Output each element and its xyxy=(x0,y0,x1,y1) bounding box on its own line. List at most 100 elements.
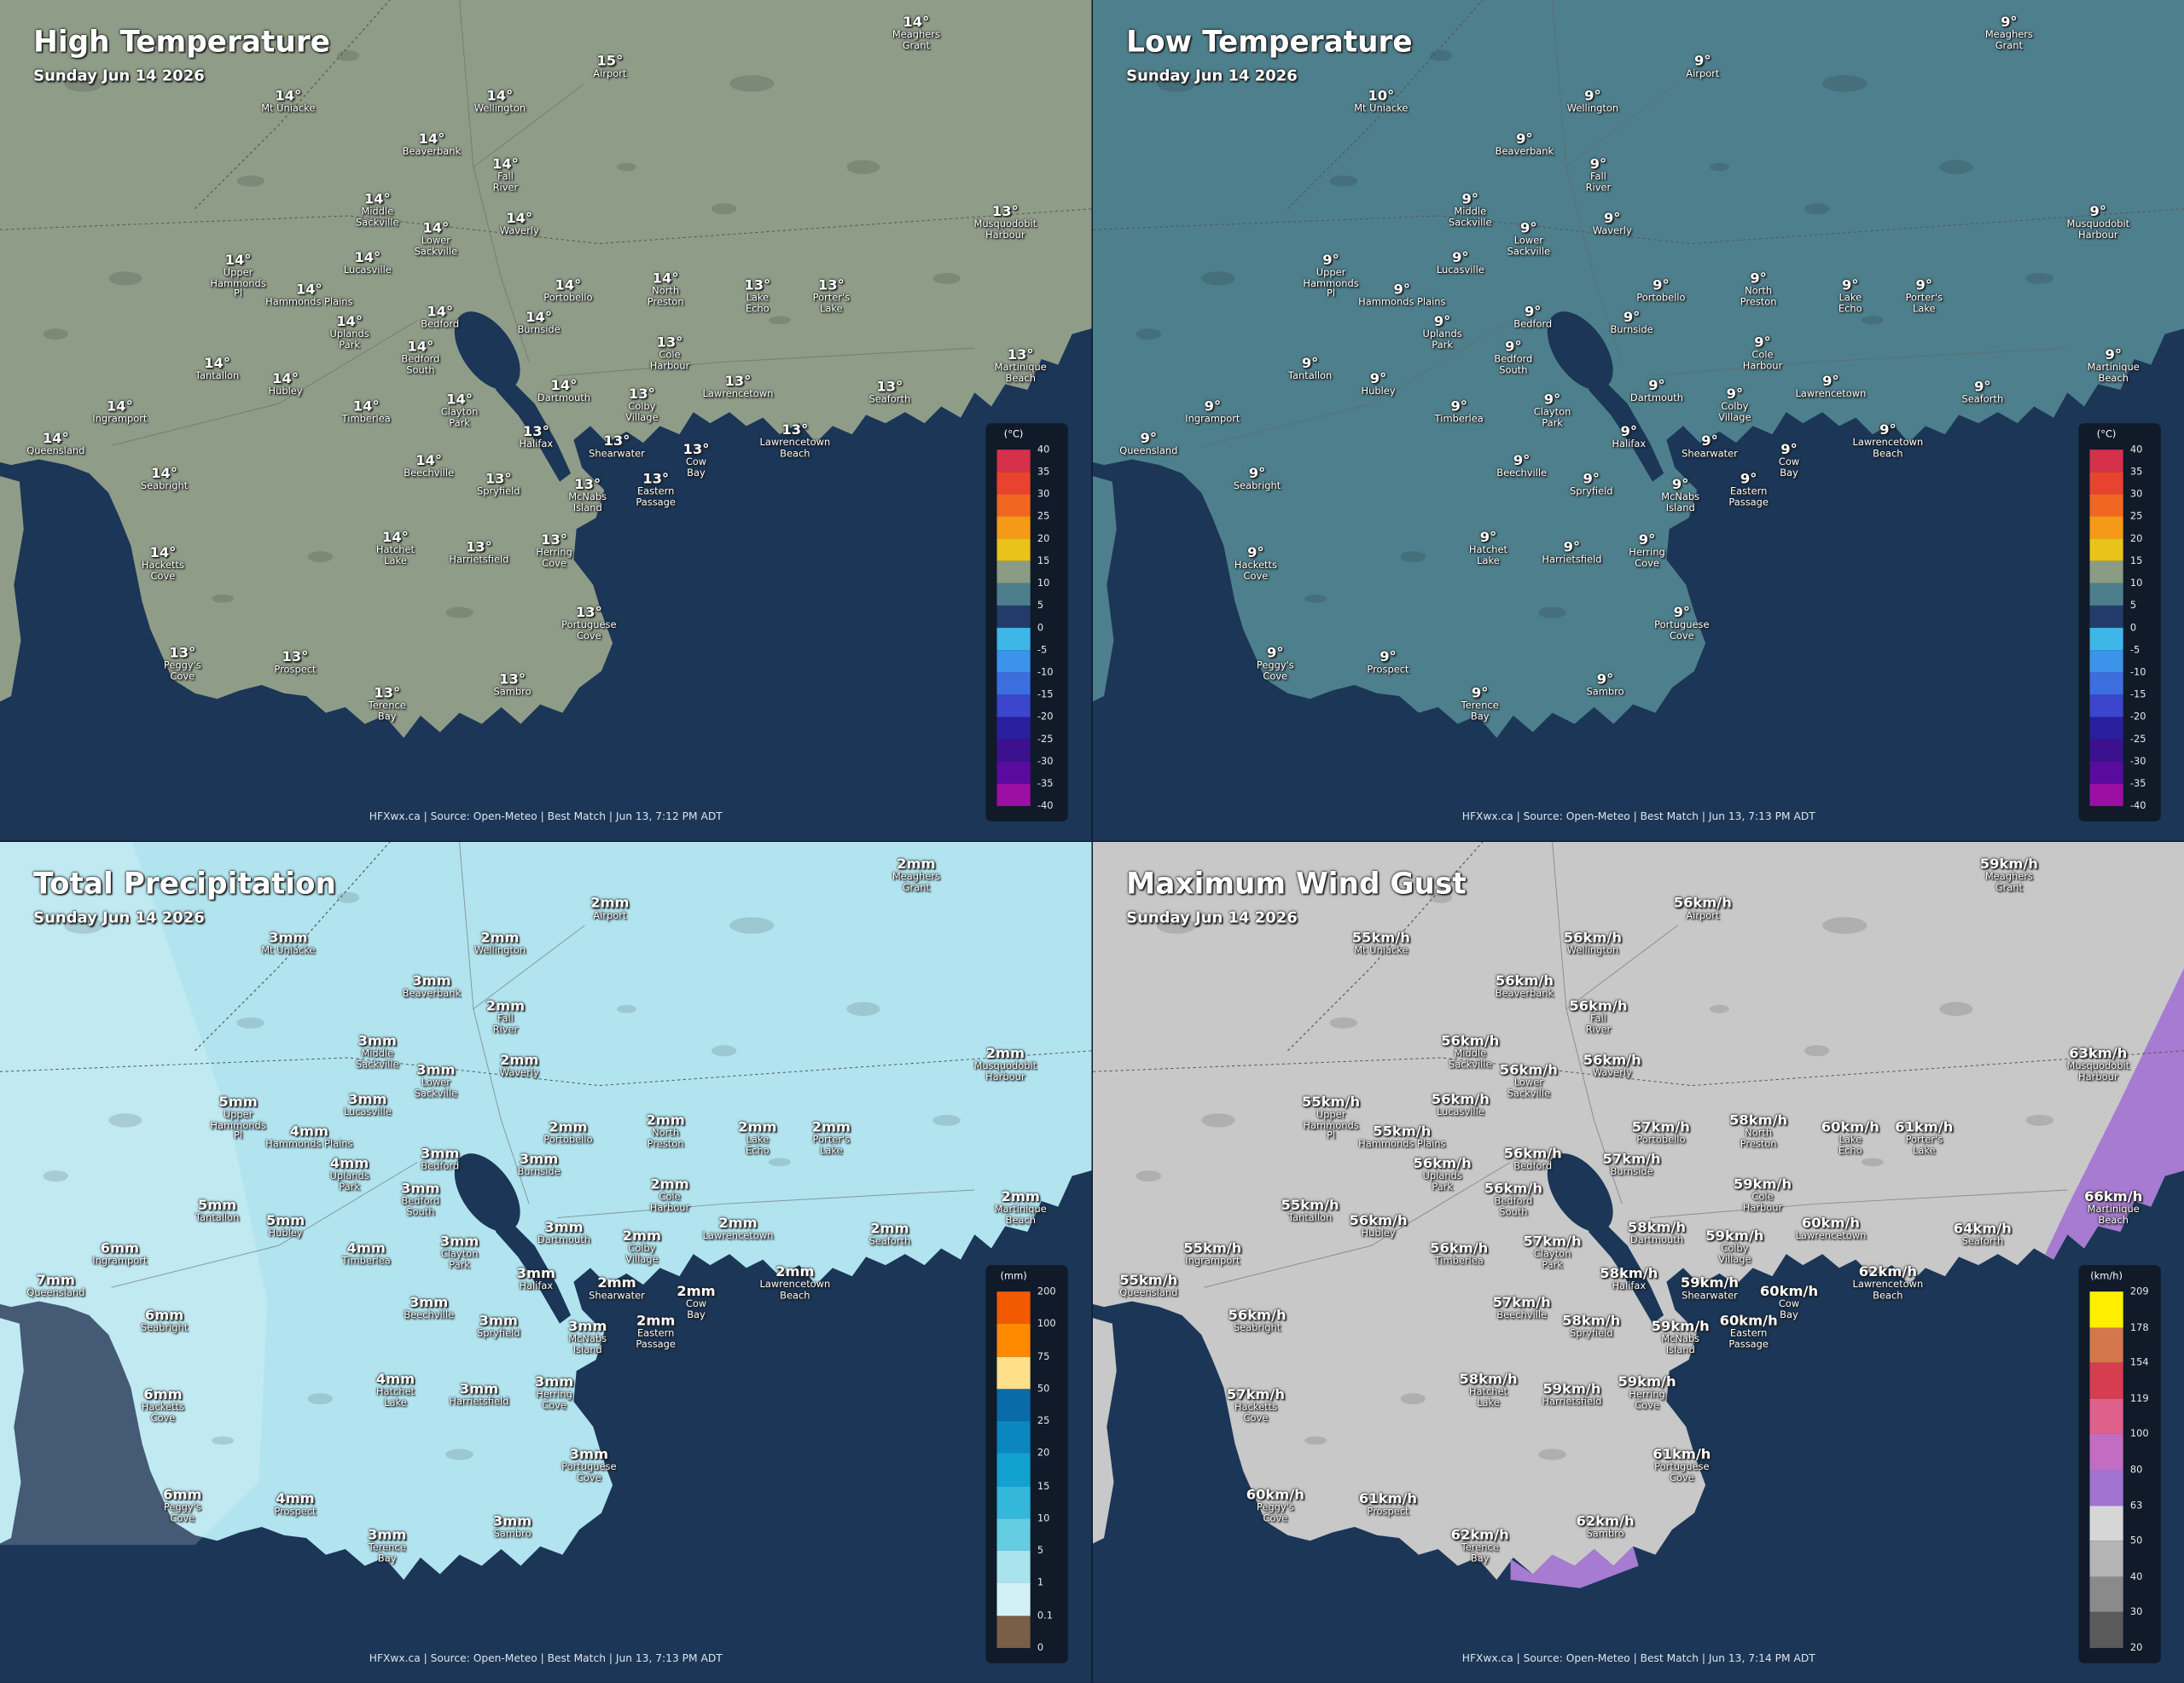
lake xyxy=(1329,175,1358,187)
place-name: Porter's Lake xyxy=(812,292,851,315)
lake xyxy=(108,271,142,286)
map-subtitle: Sunday Jun 14 2026 xyxy=(1126,908,1298,927)
place-value: 14° xyxy=(506,212,533,228)
place-name: Bedford xyxy=(421,318,460,330)
place-value: 2mm xyxy=(1001,1190,1040,1205)
place-value: 2mm xyxy=(897,856,936,873)
legend-band xyxy=(996,761,1031,784)
place-value: 56km/h xyxy=(1431,1092,1490,1108)
boundary xyxy=(0,208,1092,245)
place-label: 56km/h Uplands Park xyxy=(1414,1157,1472,1193)
place-label: 14° Tantallon xyxy=(195,357,239,382)
place-value: 2mm xyxy=(480,931,520,947)
place-label: 10° Mt Uniacke xyxy=(1354,89,1408,114)
place-label: 13° Musquodobit Harbour xyxy=(973,205,1037,241)
place-label: 9° Hubley xyxy=(1362,372,1396,398)
lake xyxy=(153,34,182,49)
place-label: 14° Beaverbank xyxy=(403,132,461,158)
place-label: 2mm Fall River xyxy=(486,999,525,1035)
lake xyxy=(336,891,360,903)
place-name: Portuguese Cove xyxy=(561,619,617,641)
place-value: 13° xyxy=(628,386,655,403)
legend-band xyxy=(996,672,1031,695)
place-value: 2mm xyxy=(590,896,630,912)
place-name: Eastern Passage xyxy=(636,1327,676,1349)
place-name: Beaverbank xyxy=(1495,146,1554,158)
place-value: 2mm xyxy=(650,1177,689,1193)
lake xyxy=(1861,1158,1884,1167)
legend-band xyxy=(2089,672,2123,695)
place-label: 59km/h Harrietsfield xyxy=(1542,1382,1601,1407)
place-value: 13° xyxy=(642,472,670,488)
place-value: 13° xyxy=(991,204,1019,220)
place-name: Herring Cove xyxy=(536,547,572,569)
place-name: Waverly xyxy=(499,1067,539,1079)
place-label: 4mm Timberlea xyxy=(342,1241,391,1267)
place-name: Lawrencetown xyxy=(1795,388,1867,400)
place-name: McNabs Island xyxy=(568,491,607,514)
place-label: 57km/h Portobello xyxy=(1632,1120,1690,1146)
place-name: Airport xyxy=(1686,67,1720,80)
place-value: 56km/h xyxy=(1228,1308,1287,1324)
place-label: 15° Airport xyxy=(593,55,626,80)
place-value: 2mm xyxy=(677,1284,716,1300)
place-value: 14° xyxy=(491,157,519,173)
place-label: 14° North Preston xyxy=(648,271,684,307)
place-value: 5mm xyxy=(218,1095,258,1111)
place-name: Tantallon xyxy=(195,370,240,382)
place-name: Hubley xyxy=(268,386,303,398)
legend-label: 154 xyxy=(2129,1357,2149,1369)
place-name: Hacketts Cove xyxy=(1234,560,1277,582)
legend-band xyxy=(996,1582,1031,1616)
place-label: 14° Upper Hammonds Pl xyxy=(206,253,270,300)
place-name: Lake Echo xyxy=(1838,1134,1862,1157)
legend-band xyxy=(996,1421,1031,1454)
place-name: Clayton Park xyxy=(1533,406,1571,428)
place-name: Herring Cove xyxy=(536,1389,572,1411)
place-label: 9° Lawrencetown xyxy=(1796,374,1867,400)
place-value: 14° xyxy=(42,431,69,447)
place-label: 14° Seabright xyxy=(141,467,188,492)
place-value: 6mm xyxy=(100,1241,140,1257)
place-value: 9° xyxy=(1563,540,1581,556)
place-name: North Preston xyxy=(1740,285,1777,307)
place-label: 2mm Cole Harbour xyxy=(650,1177,689,1213)
place-value: 56km/h xyxy=(1673,896,1732,912)
legend-label: 40 xyxy=(2129,444,2143,456)
place-value: 14° xyxy=(550,378,578,394)
boundary xyxy=(0,1050,1092,1087)
place-value: 9° xyxy=(1452,250,1469,266)
place-name: North Preston xyxy=(1740,1127,1777,1149)
place-value: 9° xyxy=(1322,253,1339,269)
legend-label: -25 xyxy=(1037,734,1054,746)
boundary xyxy=(195,0,391,210)
place-value: 59km/h xyxy=(1680,1276,1740,1292)
place-value: 9° xyxy=(1694,54,1711,70)
place-label: 5mm Hubley xyxy=(266,1214,305,1239)
lake xyxy=(1201,271,1235,286)
legend-band xyxy=(2089,494,2123,517)
place-value: 9° xyxy=(1248,466,1266,482)
place-name: Tantallon xyxy=(195,1212,240,1224)
place-label: 2mm Portobello xyxy=(543,1120,592,1146)
place-name: Wellington xyxy=(1566,944,1619,956)
place-name: Hammonds Plains xyxy=(265,296,353,308)
place-value: 9° xyxy=(1653,278,1670,294)
place-label: 7mm Queensland xyxy=(26,1274,84,1299)
legend-band xyxy=(2089,538,2123,561)
place-value: 3mm xyxy=(459,1382,499,1398)
legend-band xyxy=(996,1454,1031,1487)
place-value: 57km/h xyxy=(1523,1234,1582,1251)
place-label: 9° North Preston xyxy=(1740,271,1777,307)
place-value: 9° xyxy=(1750,271,1767,287)
place-name: Beaverbank xyxy=(402,988,462,1000)
place-name: Portobello xyxy=(543,1134,593,1146)
legend-band xyxy=(996,538,1031,561)
place-value: 60km/h xyxy=(1801,1216,1861,1232)
place-label: 58km/h Dartmouth xyxy=(1628,1221,1686,1246)
place-name: Bedford South xyxy=(1494,1195,1533,1217)
legend-label: 100 xyxy=(2129,1428,2149,1440)
place-label: 14° Beechville xyxy=(404,454,454,479)
legend-label: 119 xyxy=(2129,1392,2149,1404)
place-value: 5mm xyxy=(265,1213,305,1229)
